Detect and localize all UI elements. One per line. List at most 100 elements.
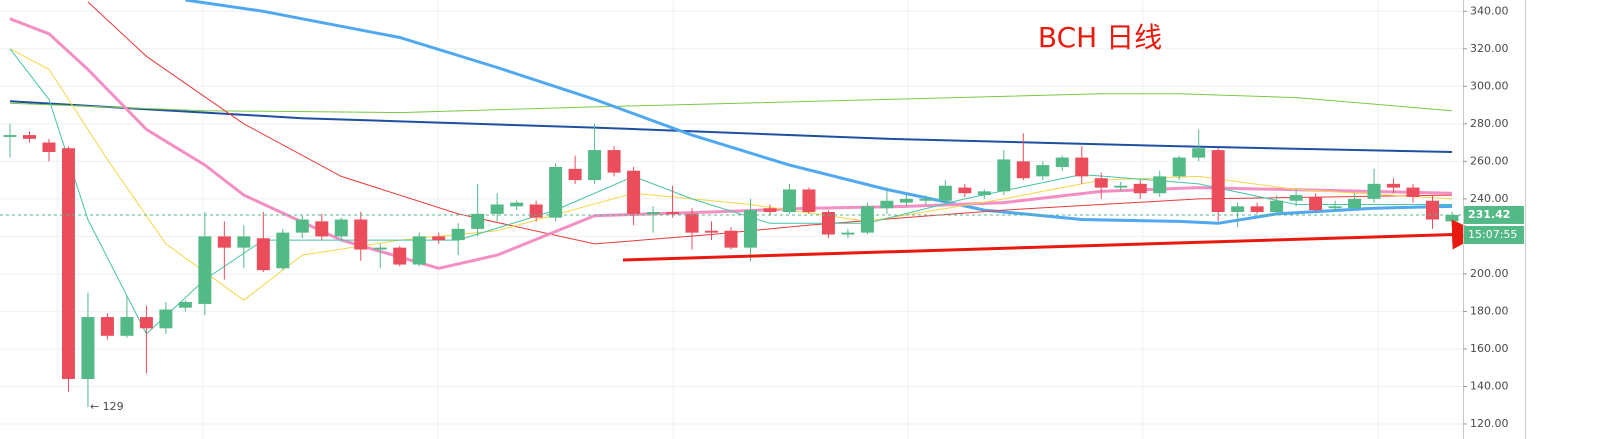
y-tick-label: 180.00 (1470, 304, 1509, 317)
moving-averages (9, 0, 1453, 335)
countdown-box (1464, 225, 1524, 244)
candle-body (821, 211, 835, 235)
candle-body (724, 230, 738, 248)
price-label-box (1464, 205, 1524, 224)
candle-body (178, 302, 192, 308)
candle-body (782, 189, 796, 212)
candle-body (568, 168, 582, 181)
candle-body (432, 236, 446, 241)
candle-body (42, 142, 56, 152)
candle-body (899, 198, 913, 203)
candle-body (997, 159, 1011, 192)
candle-body (627, 170, 641, 214)
candle-body (919, 198, 933, 201)
candle-body (1309, 196, 1323, 211)
candle-body (315, 221, 329, 237)
candle-body (217, 236, 231, 248)
price-label: 231.42 (1468, 208, 1510, 221)
candle-body (705, 230, 719, 233)
candle-body (61, 148, 75, 379)
candle-body (958, 187, 972, 194)
candle-body (490, 204, 504, 214)
candle-body (1270, 200, 1284, 212)
candle-body (1114, 185, 1128, 188)
candle-body (393, 247, 407, 265)
candle-body (841, 232, 855, 235)
candle-body (1153, 176, 1167, 194)
candle-body (529, 204, 543, 218)
candle-body (451, 228, 465, 241)
y-tick-label: 280.00 (1470, 117, 1509, 130)
candle-body (666, 211, 680, 214)
candle-body (159, 309, 173, 329)
y-tick-label: 260.00 (1470, 154, 1509, 167)
candle-body (1075, 157, 1089, 177)
candle-body (802, 189, 816, 212)
overlay: 231.42 15:07:55 ← 129 (0, 205, 1524, 413)
candle-body (81, 317, 95, 379)
moving-average (9, 48, 1452, 335)
low-annotation: ← 129 (90, 400, 124, 413)
price-axis: 120.00140.00160.00180.00200.00220.00240.… (1463, 0, 1526, 439)
candle-body (373, 247, 387, 250)
candle-body (1250, 206, 1264, 212)
candle-body (763, 208, 777, 212)
candle-body (1367, 183, 1381, 199)
candle-body (1192, 148, 1206, 158)
candle-body (100, 317, 114, 336)
candle-body (412, 236, 426, 265)
candle-body (1055, 157, 1069, 167)
y-tick-label: 200.00 (1470, 267, 1509, 280)
candle-body (685, 213, 699, 233)
moving-average (9, 100, 1453, 153)
y-tick-label: 340.00 (1470, 4, 1509, 17)
candle-body (1211, 150, 1225, 212)
moving-average (9, 48, 1453, 301)
candle-body (120, 317, 134, 336)
candle-body (237, 236, 251, 248)
candle-body (1289, 195, 1303, 201)
candle-body (471, 213, 485, 229)
candle-body (22, 135, 36, 139)
candle-body (198, 236, 212, 304)
candle-body (276, 232, 290, 269)
candle-body (860, 206, 874, 233)
candle-body (1348, 198, 1362, 209)
candle-body (334, 219, 348, 237)
candle-body (1426, 200, 1440, 220)
countdown: 15:07:55 (1468, 228, 1517, 241)
candle-body (743, 210, 757, 248)
y-tick-label: 300.00 (1470, 79, 1509, 92)
candle-body (1133, 183, 1147, 194)
candle-body (588, 150, 602, 181)
candle-body (3, 135, 17, 137)
chart-title: BCH 日线 (1038, 21, 1162, 54)
candle-body (1172, 157, 1186, 177)
candles (3, 123, 1459, 408)
candle-body (977, 191, 991, 196)
y-tick-label: 140.00 (1470, 379, 1509, 392)
candle-body (549, 166, 563, 218)
candle-body (607, 150, 621, 173)
candle-body (354, 219, 368, 250)
candle-body (1406, 187, 1420, 197)
candle-body (1231, 206, 1245, 212)
candle-body (510, 202, 524, 207)
moving-average (87, 1, 1453, 245)
y-tick-label: 240.00 (1470, 192, 1509, 205)
y-tick-label: 160.00 (1470, 342, 1509, 355)
candle-body (1036, 165, 1050, 177)
candle-body (139, 317, 153, 329)
y-tick-label: 320.00 (1470, 42, 1509, 55)
candle-body (1328, 206, 1342, 209)
candle-body (256, 238, 270, 271)
candle-body (1445, 214, 1459, 222)
candle-body (295, 219, 309, 233)
candle-body (1094, 178, 1108, 188)
y-tick-label: 120.00 (1470, 417, 1509, 430)
candle-body (880, 200, 894, 209)
candle-body (938, 185, 952, 201)
trend-arrow (622, 219, 1482, 262)
moving-average (9, 93, 1453, 114)
